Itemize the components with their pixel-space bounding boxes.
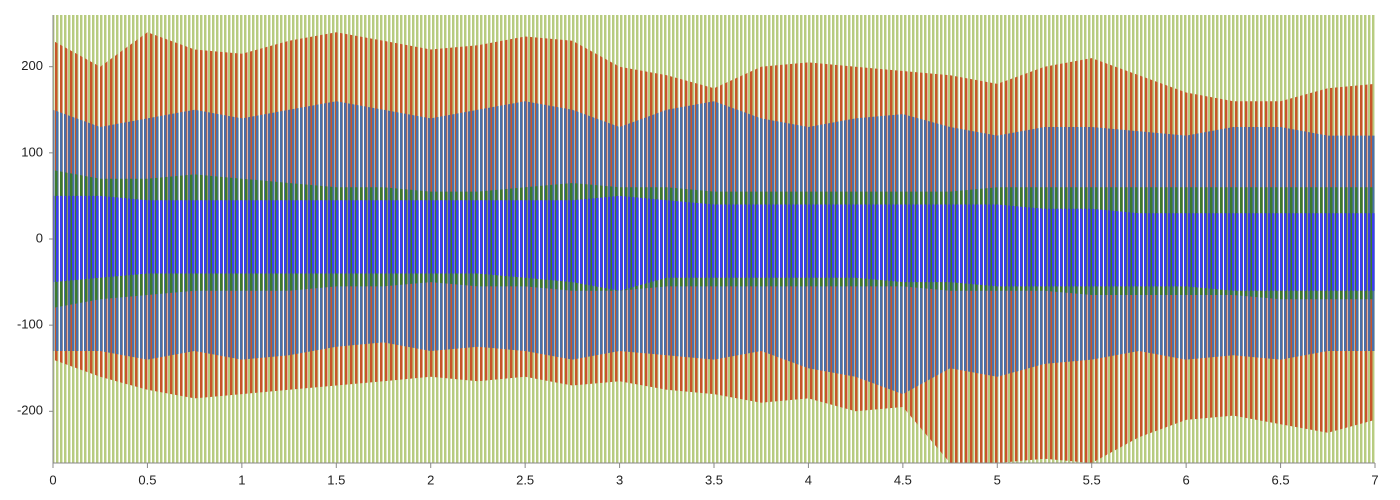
x-tick-label: 7 (1371, 472, 1378, 487)
x-tick-label: 1 (238, 472, 245, 487)
x-tick-label: 6 (1183, 472, 1190, 487)
y-tick-label: 200 (21, 58, 43, 73)
y-tick-label: 100 (21, 144, 43, 159)
x-tick-label: 2.5 (516, 472, 534, 487)
x-tick-label: 6.5 (1272, 472, 1290, 487)
x-tick-label: 5 (994, 472, 1001, 487)
y-tick-label: -200 (17, 403, 43, 418)
x-tick-label: 3.5 (705, 472, 723, 487)
x-tick-label: 4 (805, 472, 812, 487)
y-tick-label: -100 (17, 317, 43, 332)
x-tick-label: 0 (49, 472, 56, 487)
x-tick-label: 0.5 (138, 472, 156, 487)
x-tick-label: 1.5 (327, 472, 345, 487)
y-tick-label: 0 (36, 230, 43, 245)
x-tick-label: 5.5 (1083, 472, 1101, 487)
x-tick-label: 4.5 (894, 472, 912, 487)
signal-band (53, 195, 1375, 291)
x-tick-label: 2 (427, 472, 434, 487)
x-tick-label: 3 (616, 472, 623, 487)
